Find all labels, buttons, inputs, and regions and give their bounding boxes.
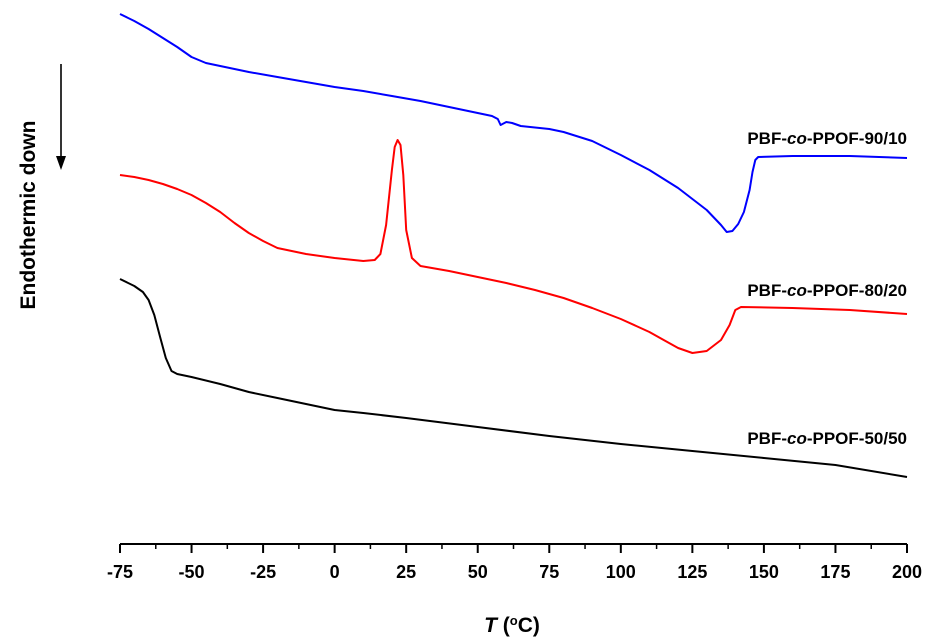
x-tick-label: 150 (749, 562, 779, 582)
series-label-90-10: PBF-co-PPOF-90/10 (747, 129, 907, 148)
x-axis-label: T (oC) (484, 613, 540, 638)
y-axis-label: Endothermic down (17, 121, 40, 310)
x-tick-label: 100 (606, 562, 636, 582)
x-tick-label: -75 (107, 562, 133, 582)
x-tick-label: 175 (820, 562, 850, 582)
x-tick-label: 50 (468, 562, 488, 582)
x-axis-ticks: -75 -50 -25 0 25 50 75 100 125 150 175 200 (107, 544, 922, 582)
series-line-50-50 (119, 278, 908, 478)
series-label-50-50: PBF-co-PPOF-50/50 (747, 429, 907, 448)
x-tick-label: 75 (539, 562, 559, 582)
x-tick-label: 25 (396, 562, 416, 582)
series-line-80-20 (119, 139, 908, 354)
series-group (119, 13, 908, 478)
series-label-80-20: PBF-co-PPOF-80/20 (747, 281, 907, 300)
x-tick-label: 200 (892, 562, 922, 582)
endothermic-arrow-icon (56, 64, 66, 170)
x-tick-label: -25 (250, 562, 276, 582)
x-tick-label: 125 (677, 562, 707, 582)
x-tick-label: 0 (330, 562, 340, 582)
x-tick-label: -50 (179, 562, 205, 582)
series-line-90-10 (119, 13, 908, 233)
